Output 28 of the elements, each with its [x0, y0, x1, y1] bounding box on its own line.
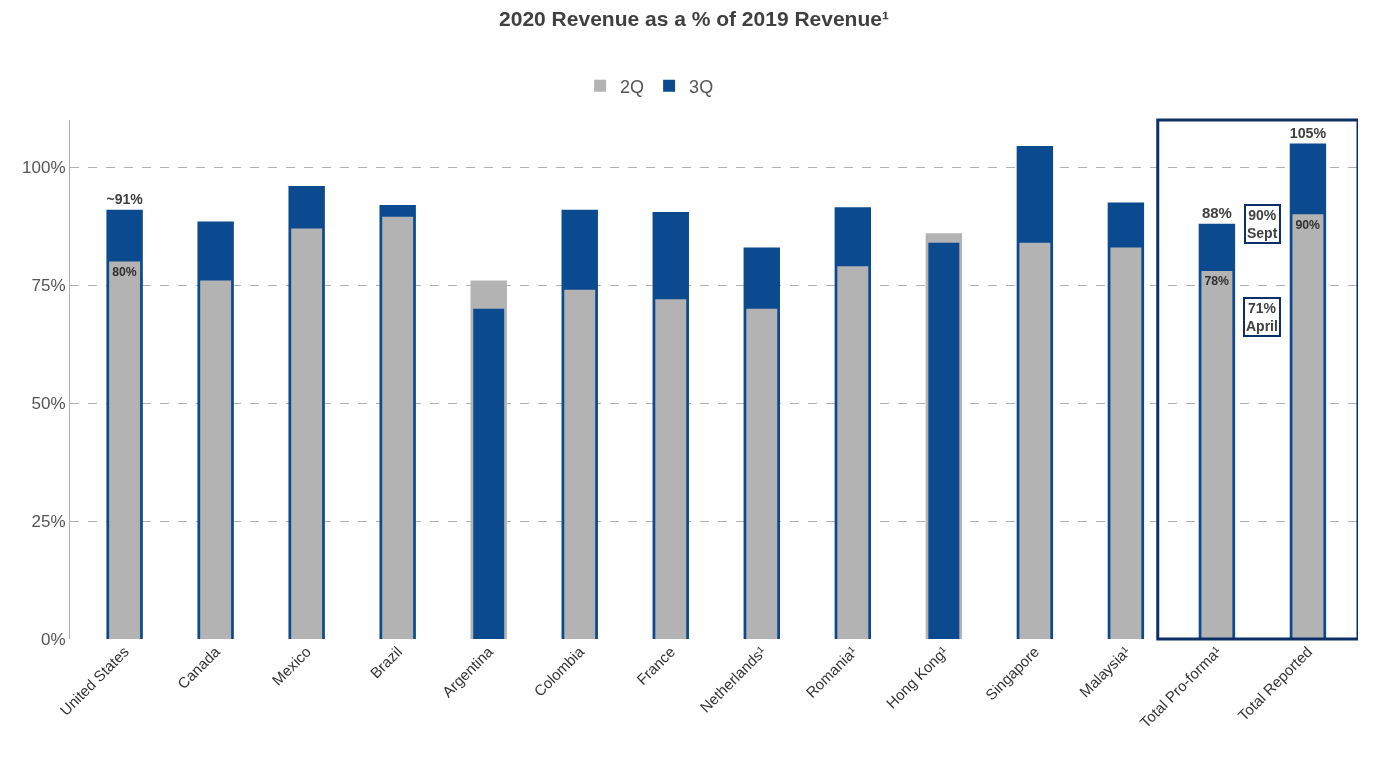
bar — [564, 289, 596, 639]
bar — [109, 261, 141, 639]
legend-label: 2Q — [620, 76, 645, 97]
data-label: 90% — [1295, 217, 1321, 232]
bar — [655, 299, 687, 639]
data-label: 78% — [1204, 274, 1230, 289]
y-tick-label: 100% — [22, 158, 66, 178]
bar — [382, 216, 414, 639]
annotation: 71% April — [1246, 300, 1278, 335]
bar — [837, 266, 869, 639]
bar — [746, 308, 778, 639]
y-tick-label: 25% — [31, 512, 66, 531]
data-label: 88% — [1201, 203, 1232, 221]
annotation: 90% Sept — [1247, 207, 1278, 242]
y-tick-label: 75% — [31, 276, 66, 296]
bar — [291, 228, 323, 639]
bar — [1201, 270, 1233, 639]
bar — [1292, 214, 1324, 639]
y-tick-label: 50% — [31, 394, 66, 414]
data-label: 105% — [1289, 124, 1327, 141]
y-tick-label: 0% — [41, 629, 66, 649]
data-label: ~91% — [106, 190, 144, 207]
bar — [1019, 242, 1051, 639]
bar — [200, 280, 232, 639]
data-label: 80% — [112, 264, 137, 279]
bar — [1110, 247, 1142, 639]
legend-label: 3Q — [689, 76, 714, 97]
chart-title: 2020 Revenue as a % of 2019 Revenue¹ — [499, 7, 889, 31]
